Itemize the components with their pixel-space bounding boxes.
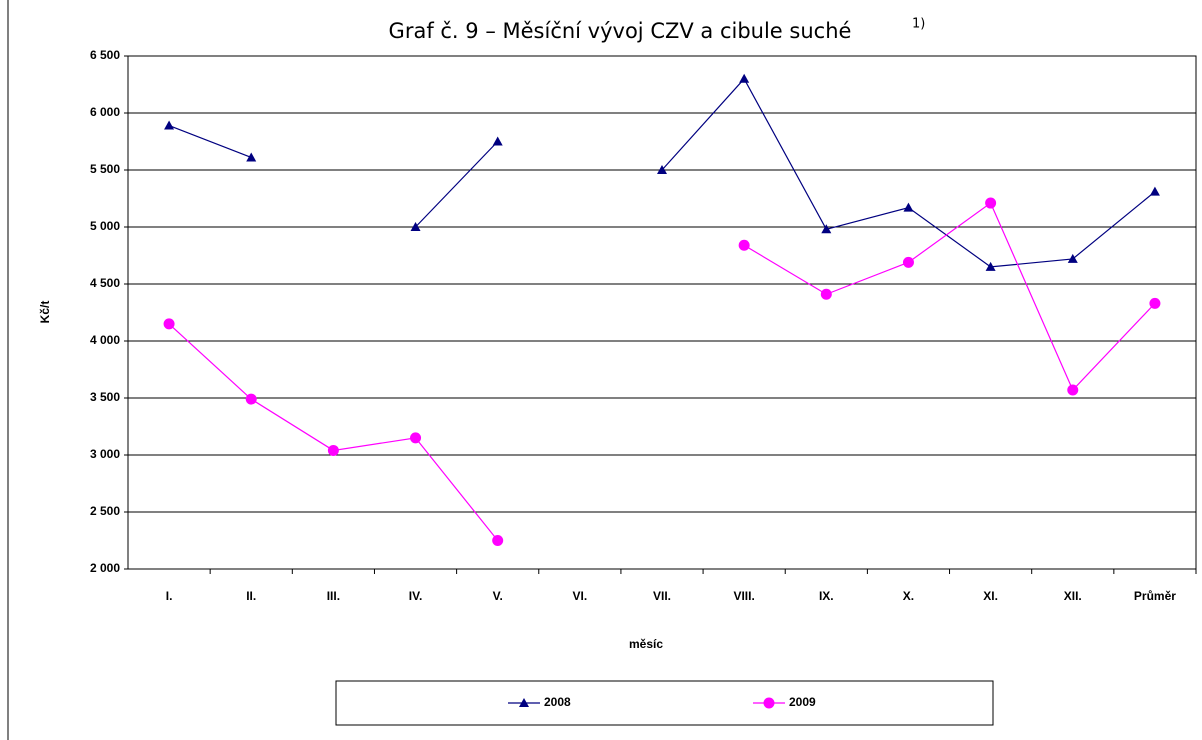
data-point [246, 152, 257, 162]
legend-marker [763, 697, 775, 709]
y-tick-label: 4 000 [90, 333, 120, 347]
x-tick-label: III. [327, 589, 340, 603]
x-tick-label: VIII. [733, 589, 754, 603]
y-axis-label: Kč/t [38, 301, 52, 324]
data-point [985, 197, 997, 209]
x-tick-label: VII. [653, 589, 671, 603]
y-tick-label: 2 500 [90, 504, 120, 518]
data-point [327, 444, 339, 456]
x-tick-label: XII. [1064, 589, 1082, 603]
y-tick-label: 5 500 [90, 162, 120, 176]
data-point [820, 288, 832, 300]
y-tick-label: 2 000 [90, 561, 120, 575]
y-tick-label: 6 500 [90, 48, 120, 62]
data-point [903, 202, 914, 212]
legend-label: 2008 [544, 695, 571, 709]
data-point [1067, 253, 1078, 263]
y-tick-label: 6 000 [90, 105, 120, 119]
y-tick-label: 4 500 [90, 276, 120, 290]
data-point [410, 432, 422, 444]
data-point [739, 73, 750, 83]
x-tick-label: IX. [819, 589, 834, 603]
data-point [1149, 186, 1160, 196]
x-tick-label: IV. [409, 589, 423, 603]
data-point [492, 136, 503, 146]
legend-box [335, 680, 994, 726]
data-point [1149, 297, 1161, 309]
data-point [492, 535, 504, 546]
data-point [164, 120, 175, 130]
series-line [168, 202, 1156, 541]
data-point [657, 165, 667, 174]
legend-marker [519, 698, 529, 707]
plot-area [127, 55, 1197, 570]
data-point [821, 224, 832, 234]
x-tick-label: Průměr [1134, 589, 1176, 603]
data-point [985, 261, 996, 271]
title-note: 1) [912, 17, 925, 32]
x-tick-label: V. [493, 589, 503, 603]
chart-title: Graf č. 9 – Měsíční vývoj CZV a cibule s… [389, 19, 852, 43]
x-tick-label: XI. [983, 589, 998, 603]
data-point [1067, 384, 1079, 396]
y-tick-label: 3 000 [90, 447, 120, 461]
y-tick-label: 3 500 [90, 390, 120, 404]
x-tick-label: X. [903, 589, 914, 603]
x-tick-label: II. [246, 589, 256, 603]
data-point [902, 256, 914, 268]
data-point [245, 393, 257, 405]
x-tick-label: I. [166, 589, 173, 603]
x-axis-label: měsíc [629, 637, 663, 651]
x-tick-label: VI. [573, 589, 588, 603]
data-point [738, 239, 750, 251]
data-point [163, 318, 175, 330]
y-tick-label: 5 000 [90, 219, 120, 233]
data-point [410, 222, 421, 231]
legend-label: 2009 [789, 695, 816, 709]
